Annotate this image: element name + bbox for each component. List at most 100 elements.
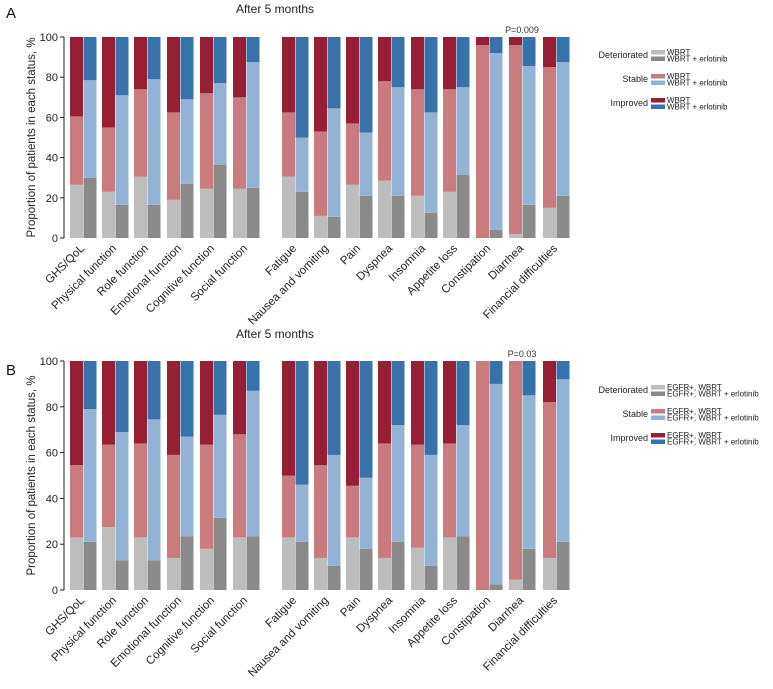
legend-entry-label: WBRT + erlotinib: [667, 55, 728, 64]
bar-constipation-erl-improved: [489, 37, 503, 54]
bar-insomnia-wbrt-improved: [411, 37, 424, 90]
legend-swatch: [651, 433, 665, 438]
bar-social-function-wbrt-deteriorated: [233, 188, 246, 238]
bar-cognitive-function-wbrt-stable: [200, 93, 213, 189]
bar-dyspnea-erl-stable: [391, 87, 405, 196]
bar-role-function-wbrt-improved: [134, 37, 147, 90]
legend-swatch: [651, 391, 665, 396]
bar-appetite-loss-erl-deteriorated: [456, 174, 470, 238]
bar-emotional-function-erl-deteriorated: [180, 183, 194, 238]
y-tick-label: 100: [40, 356, 58, 368]
y-tick-label: 40: [46, 493, 58, 505]
bar-dyspnea-erl-improved: [391, 361, 405, 426]
bar-physical-function-wbrt-deteriorated: [102, 527, 115, 590]
bar-financial-difficulties-erl-stable: [556, 379, 570, 542]
bar-insomnia-erl-stable: [424, 454, 438, 566]
legend-swatch: [651, 415, 665, 420]
legend-swatch: [651, 409, 665, 414]
bar-pain-wbrt-stable: [346, 123, 359, 185]
y-tick-label: 100: [40, 32, 58, 44]
bar-physical-function-erl-stable: [115, 95, 129, 205]
bar-cognitive-function-erl-stable: [213, 83, 227, 165]
bar-constipation-wbrt-improved: [476, 37, 489, 46]
legend-status-label: Stable: [622, 409, 648, 419]
bar-cognitive-function-wbrt-deteriorated: [200, 188, 213, 238]
bar-insomnia-erl-improved: [424, 37, 438, 113]
legend-entry-label: WBRT: [667, 72, 691, 81]
bar-nausea-and-vomiting-wbrt-improved: [314, 361, 327, 466]
bar-emotional-function-wbrt-improved: [167, 37, 180, 113]
bar-appetite-loss-wbrt-deteriorated: [443, 191, 456, 238]
bar-physical-function-wbrt-stable: [102, 444, 115, 528]
legend-entry-label: WBRT + erlotinib: [667, 79, 728, 88]
bar-fatigue-erl-deteriorated: [295, 541, 309, 590]
y-tick-label: 20: [46, 539, 58, 551]
legend-swatch: [651, 74, 665, 79]
bar-fatigue-wbrt-improved: [282, 361, 295, 476]
bar-social-function-wbrt-improved: [233, 37, 246, 98]
bar-emotional-function-wbrt-stable: [167, 112, 180, 200]
bar-pain-wbrt-deteriorated: [346, 537, 359, 590]
bar-emotional-function-wbrt-stable: [167, 454, 180, 558]
bar-dyspnea-erl-deteriorated: [391, 541, 405, 590]
bar-diarrhea-wbrt-stable: [509, 45, 522, 234]
bar-appetite-loss-wbrt-stable: [443, 443, 456, 538]
chart-title: After 5 months: [236, 2, 314, 16]
bar-role-function-erl-improved: [147, 361, 161, 420]
y-tick-label: 20: [46, 193, 58, 205]
bar-social-function-wbrt-improved: [233, 361, 246, 435]
bar-pain-erl-deteriorated: [359, 548, 373, 590]
bar-financial-difficulties-erl-stable: [556, 62, 570, 196]
bar-financial-difficulties-wbrt-improved: [543, 37, 556, 68]
bar-constipation-erl-deteriorated: [489, 229, 503, 238]
bar-pain-erl-improved: [359, 361, 373, 478]
bar-ghs-qol-erl-stable: [83, 409, 97, 542]
bar-physical-function-erl-improved: [115, 361, 129, 432]
bar-constipation-erl-stable: [489, 383, 503, 585]
bar-constipation-erl-improved: [489, 361, 503, 384]
bar-insomnia-wbrt-improved: [411, 361, 424, 445]
bar-diarrhea-erl-stable: [522, 66, 536, 205]
bar-pain-wbrt-stable: [346, 485, 359, 538]
bar-dyspnea-wbrt-improved: [378, 361, 391, 444]
legend-swatch: [651, 385, 665, 390]
bar-insomnia-erl-deteriorated: [424, 565, 438, 590]
bar-insomnia-wbrt-deteriorated: [411, 547, 424, 590]
y-tick-label: 80: [46, 72, 58, 84]
bar-pain-erl-deteriorated: [359, 195, 373, 238]
legend-entry-label: WBRT: [667, 96, 691, 105]
panel-letter: B: [6, 362, 16, 379]
legend-status-label: Deteriorated: [598, 385, 648, 395]
bar-constipation-erl-stable: [489, 53, 503, 230]
bar-fatigue-wbrt-deteriorated: [282, 176, 295, 238]
bar-nausea-and-vomiting-wbrt-deteriorated: [314, 215, 327, 238]
bar-ghs-qol-erl-deteriorated: [83, 541, 97, 590]
bar-financial-difficulties-wbrt-deteriorated: [543, 207, 556, 238]
bar-nausea-and-vomiting-wbrt-improved: [314, 37, 327, 132]
bar-appetite-loss-wbrt-improved: [443, 361, 456, 444]
bar-cognitive-function-wbrt-improved: [200, 361, 213, 445]
bar-emotional-function-wbrt-deteriorated: [167, 199, 180, 238]
y-tick-label: 0: [52, 233, 58, 245]
bar-role-function-erl-deteriorated: [147, 560, 161, 590]
bar-role-function-wbrt-deteriorated: [134, 176, 147, 238]
bar-financial-difficulties-erl-improved: [556, 37, 570, 63]
legend-swatch: [651, 98, 665, 103]
bar-nausea-and-vomiting-erl-improved: [327, 37, 341, 109]
bar-pain-wbrt-deteriorated: [346, 184, 359, 238]
bar-insomnia-erl-deteriorated: [424, 212, 438, 238]
y-tick-label: 60: [46, 448, 58, 460]
bar-nausea-and-vomiting-erl-deteriorated: [327, 565, 341, 590]
bar-ghs-qol-wbrt-deteriorated: [70, 184, 83, 238]
legend-status-label: Improved: [610, 433, 648, 443]
bar-role-function-wbrt-deteriorated: [134, 537, 147, 590]
bar-ghs-qol-wbrt-improved: [70, 361, 83, 466]
bar-physical-function-wbrt-deteriorated: [102, 191, 115, 238]
bar-social-function-erl-stable: [246, 62, 260, 188]
bar-ghs-qol-wbrt-improved: [70, 37, 83, 117]
bar-nausea-and-vomiting-erl-stable: [327, 108, 341, 217]
bar-pain-erl-stable: [359, 132, 373, 196]
y-tick-label: 60: [46, 112, 58, 124]
bar-diarrhea-erl-deteriorated: [522, 548, 536, 590]
